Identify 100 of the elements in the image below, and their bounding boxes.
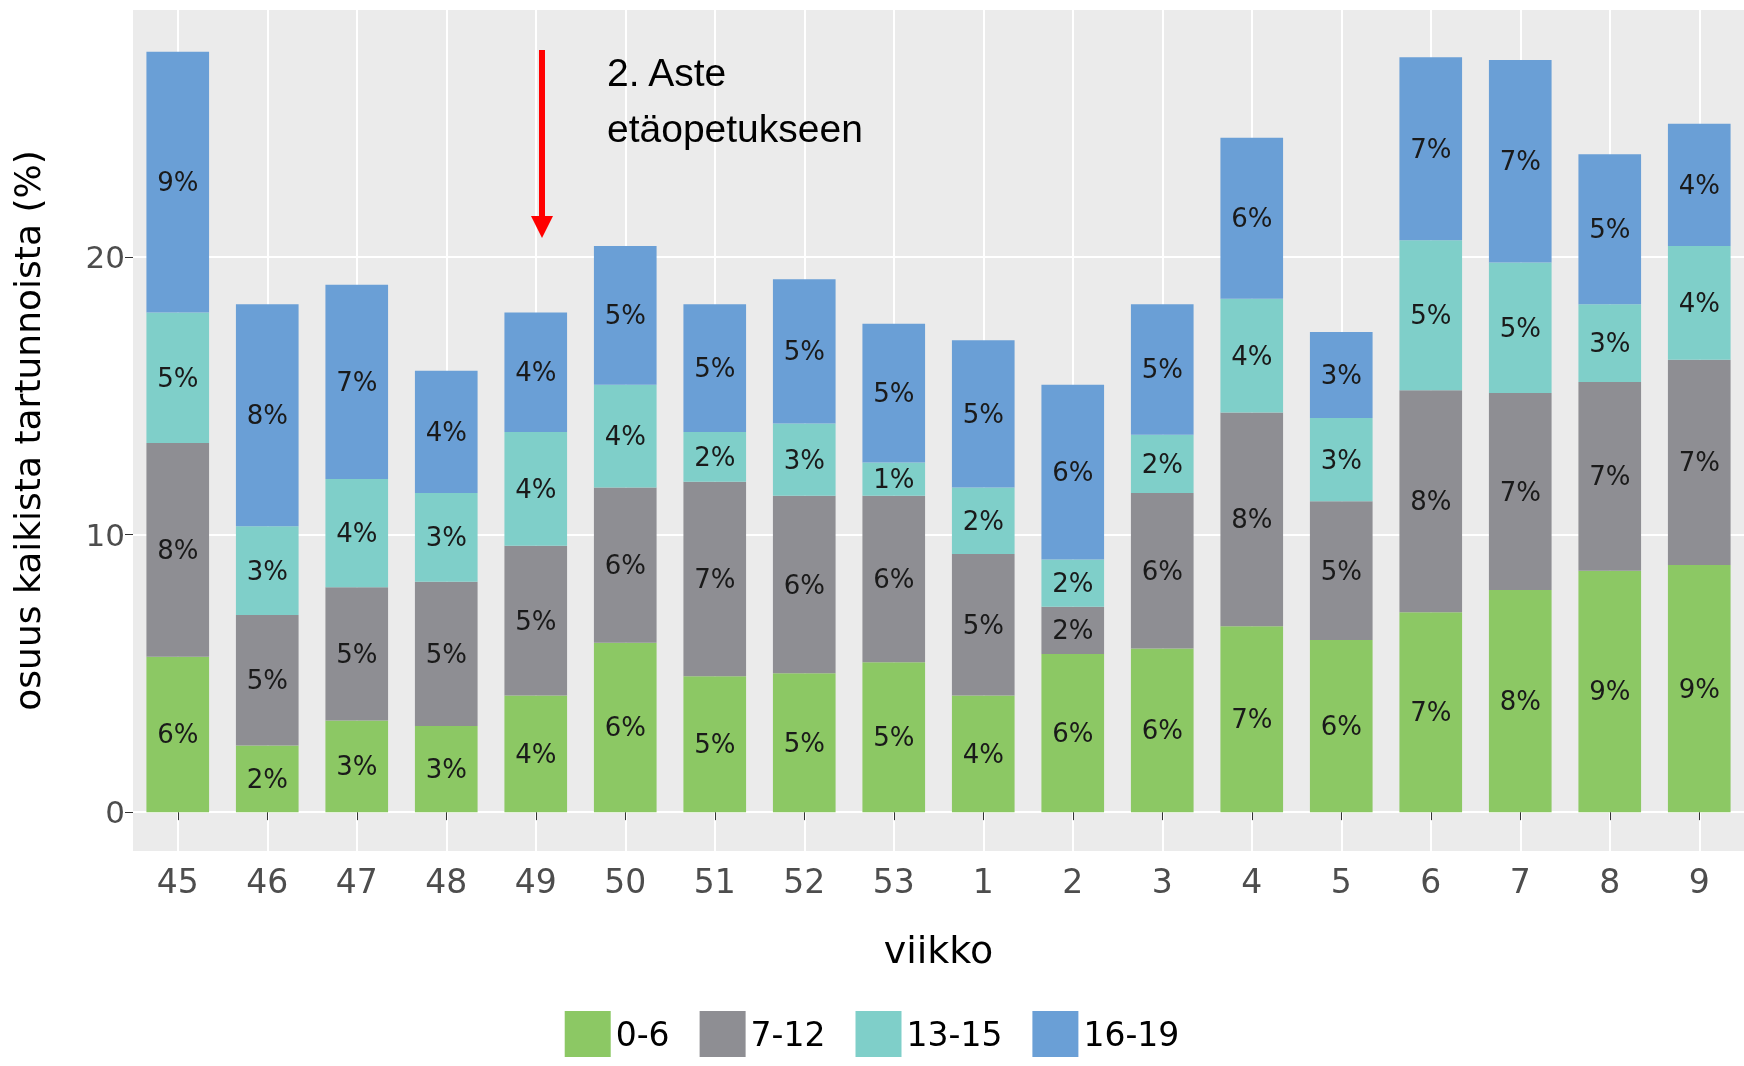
bar [1220,412,1284,627]
data-label: 6% [783,569,825,600]
bar [1041,653,1105,813]
data-label: 6% [604,550,646,581]
bar [1667,565,1731,813]
data-label: 4% [515,357,557,388]
bar [235,304,299,527]
y-tick-label: 0 [105,794,125,831]
annotation: 2. Aste etäopetukseen [607,50,863,150]
bar [235,745,299,813]
x-tick-label: 53 [872,862,915,901]
data-label: 8% [1499,686,1541,717]
bar [593,487,657,643]
bar [1309,501,1373,641]
bar [146,442,210,657]
bar [1488,393,1552,591]
data-label: 5% [1410,300,1452,331]
bar [1578,570,1642,813]
data-label: 9% [1589,676,1631,707]
data-label: 5% [694,729,736,760]
data-label: 5% [425,638,467,669]
data-label: 2% [246,763,288,794]
bar [1130,492,1194,649]
legend-label: 13-15 [906,1014,1003,1054]
bar [414,726,478,813]
y-tick-label: 20 [85,239,125,276]
bar [1578,381,1642,571]
data-label: 4% [515,738,557,769]
bar [862,662,926,813]
data-label: 5% [1141,354,1183,385]
data-label: 5% [246,665,288,696]
data-label: 8% [157,534,199,565]
bar [951,695,1015,813]
data-label: 4% [604,421,646,452]
bar [414,492,478,582]
data-label: 7% [694,563,736,594]
bar [683,481,747,677]
bar [1309,418,1373,502]
data-label: 6% [604,712,646,743]
data-label: 7% [1410,697,1452,728]
data-label: 5% [694,353,736,384]
x-tick-label: 6 [1420,862,1442,901]
data-label: 4% [962,738,1004,769]
data-label: 3% [336,751,378,782]
bar [414,581,478,727]
data-label: 7% [336,366,378,397]
data-label: 8% [246,400,288,431]
bar [1578,304,1642,382]
legend-label: 0-6 [615,1014,670,1054]
y-tick-label: 10 [85,516,125,553]
x-tick-label: 9 [1688,862,1710,901]
bar [235,615,299,746]
data-label: 7% [1499,476,1541,507]
data-label: 4% [515,473,557,504]
legend-label: 16-19 [1083,1014,1180,1054]
bar [1578,154,1642,305]
x-axis-title: viikko [883,928,994,972]
bar [593,384,657,488]
bar [504,431,568,546]
x-tick-label: 51 [693,862,736,901]
data-label: 3% [1320,359,1362,390]
data-label: 6% [1231,203,1273,234]
x-tick-label: 45 [156,862,199,901]
bar [951,554,1015,696]
data-label: 3% [783,444,825,475]
x-tick-label: 8 [1599,862,1621,901]
bar [1220,626,1284,813]
bar [146,51,210,313]
data-label: 9% [1678,673,1720,704]
bar [1488,59,1552,263]
data-label: 4% [1678,287,1720,318]
bar [1041,384,1105,560]
bar [772,279,836,424]
data-label: 8% [1231,504,1273,535]
bar [1399,390,1463,613]
bar [235,526,299,616]
data-label: 5% [1320,555,1362,586]
bar [1130,648,1194,813]
bar [414,370,478,493]
bar [683,304,747,432]
data-label: 3% [425,522,467,553]
data-label: 6% [1052,457,1094,488]
data-label: 5% [873,722,915,753]
data-label: 6% [1141,555,1183,586]
x-tick-label: 50 [604,862,647,901]
data-label: 5% [962,609,1004,640]
legend-label: 7-12 [750,1014,826,1054]
bar [325,479,389,588]
bar [325,720,389,813]
data-label: 2% [694,441,736,472]
data-label: 3% [425,754,467,785]
data-label: 6% [873,563,915,594]
data-label: 5% [1589,214,1631,245]
bar [862,495,926,663]
bar [1488,262,1552,394]
data-label: 7% [1231,704,1273,735]
data-label: 5% [515,605,557,636]
x-tick-label: 4 [1241,862,1263,901]
data-label: 2% [1052,568,1094,599]
bar [772,423,836,496]
